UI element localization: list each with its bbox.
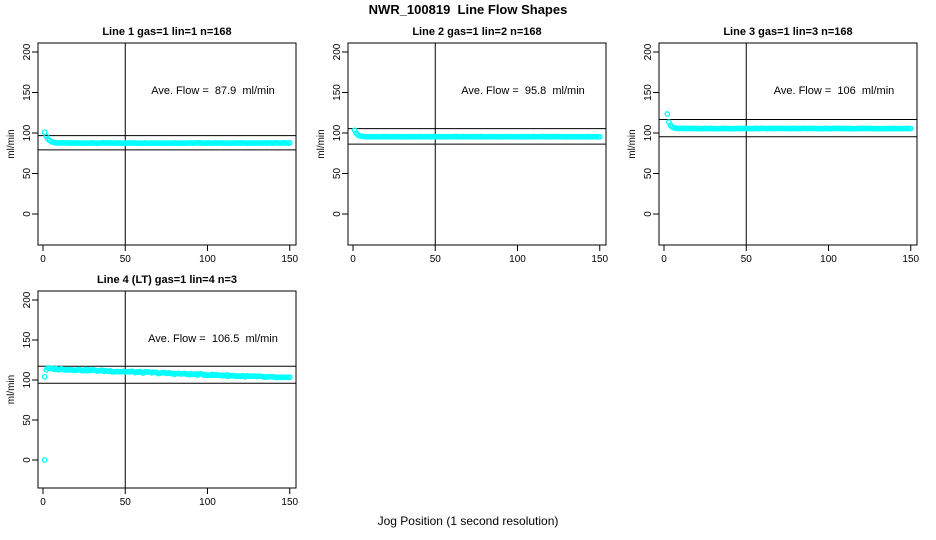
data-points [664,111,914,132]
x-tick-label: 100 [199,497,216,508]
data-points [351,127,603,140]
y-tick-label: 0 [643,211,654,217]
y-tick-label: 150 [22,84,33,101]
y-tick-label: 150 [332,84,343,101]
x-tick-label: 150 [281,254,298,265]
panel-2-plot: 0 50 100 150 200 ml/min 0 50 100 150 [316,42,609,265]
ave-flow-annotation-1: Ave. Flow = 87.9 ml/min [151,85,275,97]
x-tick-label: 50 [741,254,753,265]
x-tick-label: 150 [281,497,298,508]
y-tick-label: 100 [22,124,33,141]
x-tick-label: 100 [199,254,216,265]
panel-1-plot: 0 50 100 150 200 ml/min 0 50 100 150 [6,42,299,265]
y-tick-label: 100 [643,124,654,141]
data-point [596,133,603,140]
plot-box [37,290,297,489]
ave-flow-annotation-4: Ave. Flow = 106.5 ml/min [148,333,278,345]
x-tick-label: 100 [820,254,837,265]
x-tick-label: 150 [591,254,608,265]
panel-4-title: Line 4 (LT) gas=1 lin=4 n=3 [96,274,238,286]
y-tick-label: 50 [332,168,343,180]
data-points [41,129,293,147]
y-axis: 0 50 100 150 200 ml/min [6,291,38,463]
y-tick-label: 200 [332,43,343,60]
y-tick-label: 200 [643,43,654,60]
x-axis: 0 50 100 150 [40,488,299,508]
y-axis-title: ml/min [627,129,638,158]
y-tick-label: 100 [332,124,343,141]
panel-1-title: Line 1 gas=1 lin=1 n=168 [102,26,232,38]
y-tick-label: 0 [332,211,343,217]
x-tick-label: 0 [661,254,667,265]
y-tick-label: 100 [22,371,33,388]
y-tick-label: 150 [643,84,654,101]
y-tick-label: 50 [22,168,33,180]
data-point [41,373,48,380]
ave-flow-annotation-2: Ave. Flow = 95.8 ml/min [461,85,585,97]
y-axis: 0 50 100 150 200 ml/min [627,43,659,217]
ave-flow-annotation-3: Ave. Flow = 106 ml/min [773,85,895,97]
y-axis: 0 50 100 150 200 ml/min [6,43,38,217]
x-tick-label: 100 [509,254,526,265]
x-tick-label: 0 [40,254,46,265]
data-point [286,140,293,146]
y-tick-label: 0 [22,211,33,217]
x-tick-label: 50 [120,254,132,265]
data-point [664,111,671,117]
data-point [286,374,293,381]
x-axis: 0 50 100 150 [661,245,920,265]
x-tick-label: 0 [350,254,356,265]
x-axis: 0 50 100 150 [350,245,609,265]
x-axis-label: Jog Position (1 second resolution) [377,514,559,528]
y-tick-label: 0 [22,457,33,463]
panel-2-title: Line 2 gas=1 lin=2 n=168 [412,26,542,38]
data-points [41,364,293,463]
y-tick-label: 200 [22,291,33,308]
data-point [41,457,48,463]
x-tick-label: 150 [902,254,919,265]
plot-box [658,42,918,246]
x-axis: 0 50 100 150 [40,245,299,265]
y-axis-title: ml/min [6,375,17,404]
panel-3-title: Line 3 gas=1 lin=3 n=168 [723,26,853,38]
plot-box [37,42,297,246]
figure-title: NWR_100819 Line Flow Shapes [368,2,568,17]
y-axis-title: ml/min [316,129,327,158]
data-point [907,125,914,132]
y-tick-label: 50 [643,168,654,180]
panel-3-plot: 0 50 100 150 200 ml/min 0 50 100 150 [627,42,920,265]
y-tick-label: 150 [22,331,33,348]
y-tick-label: 50 [22,414,33,426]
x-tick-label: 50 [430,254,442,265]
y-axis-title: ml/min [6,129,17,158]
x-tick-label: 0 [40,497,46,508]
panel-4-plot: 0 50 100 150 200 ml/min 0 50 100 150 [6,290,299,508]
y-tick-label: 200 [22,43,33,60]
y-axis: 0 50 100 150 200 ml/min [316,43,348,217]
x-tick-label: 50 [120,497,132,508]
